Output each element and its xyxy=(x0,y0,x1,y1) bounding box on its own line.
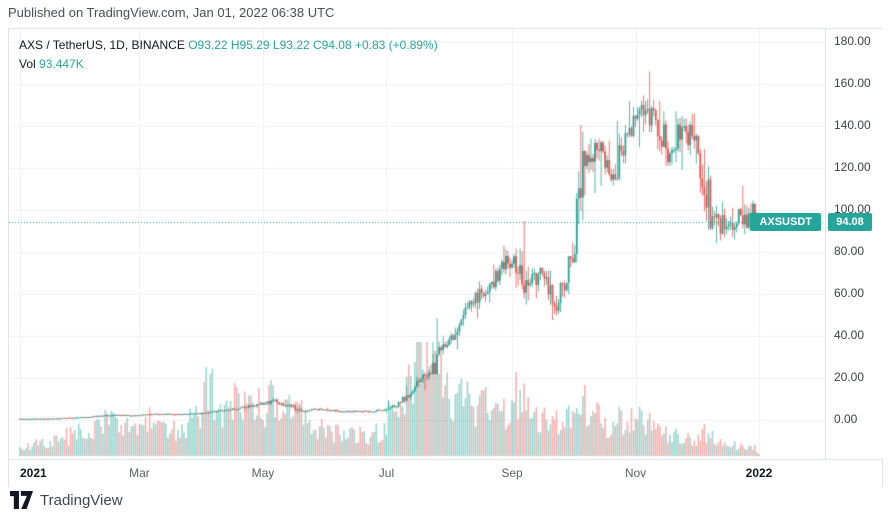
chart-legend: AXS / TetherUS, 1D, BINANCE O93.22 H95.2… xyxy=(19,36,438,74)
footer: TradingView xyxy=(10,491,123,509)
chart-container: AXS / TetherUS, 1D, BINANCE O93.22 H95.2… xyxy=(8,28,883,487)
legend-volume-label: Vol xyxy=(19,57,36,71)
publish-caption: Published on TradingView.com, Jan 01, 20… xyxy=(8,5,334,20)
time-axis[interactable]: 2021 Mar May Jul Sep Nov 2022 xyxy=(9,459,882,487)
price-tick-label: 40.00 xyxy=(834,328,864,342)
price-axis[interactable]: 180.00160.00140.00120.00100.0080.0060.00… xyxy=(825,29,883,459)
time-tick-label: Sep xyxy=(501,466,522,480)
time-tick-label: May xyxy=(252,466,275,480)
time-tick-label: 2022 xyxy=(746,466,773,480)
price-tick-label: 60.00 xyxy=(834,286,864,300)
time-tick-label: Nov xyxy=(625,466,646,480)
price-chart-canvas[interactable] xyxy=(9,29,825,459)
price-tick-label: 180.00 xyxy=(834,34,871,48)
price-tick-label: 0.00 xyxy=(834,412,857,426)
legend-symbol-title: AXS / TetherUS, 1D, BINANCE xyxy=(19,38,185,52)
price-tick-label: 80.00 xyxy=(834,244,864,258)
price-tick-label: 140.00 xyxy=(834,118,871,132)
price-tick-label: 120.00 xyxy=(834,160,871,174)
tradingview-logo-icon[interactable] xyxy=(10,491,33,509)
symbol-label-badge: AXSUSDT xyxy=(750,213,821,231)
legend-volume-value: 93.447K xyxy=(39,57,84,71)
price-tick-label: 20.00 xyxy=(834,370,864,384)
legend-ohlc-values: O93.22 H95.29 L93.22 C94.08 +0.83 (+0.89… xyxy=(188,38,438,52)
tradingview-wordmark[interactable]: TradingView xyxy=(40,492,123,509)
time-tick-label: Jul xyxy=(379,466,394,480)
time-tick-label: 2021 xyxy=(20,466,47,480)
last-price-badge: 94.08 xyxy=(828,213,872,231)
price-tick-label: 160.00 xyxy=(834,76,871,90)
time-tick-label: Mar xyxy=(129,466,150,480)
